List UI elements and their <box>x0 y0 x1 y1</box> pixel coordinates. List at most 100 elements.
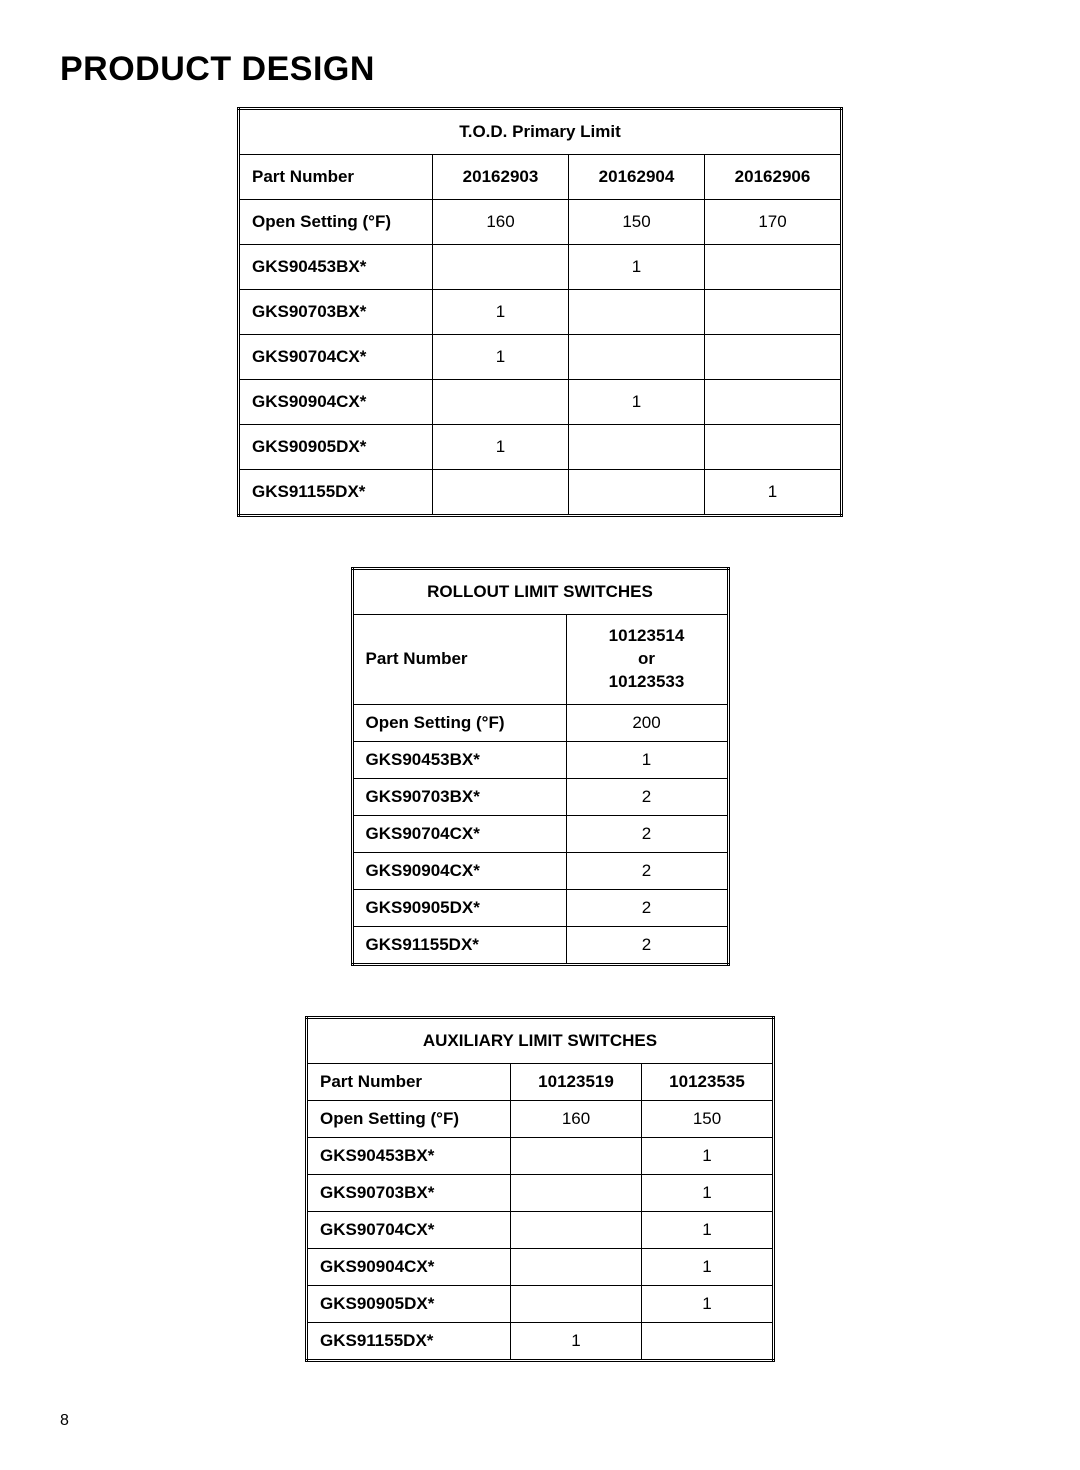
aux-open-setting-1: 150 <box>642 1100 774 1137</box>
tod-open-setting-label: Open Setting (°F) <box>239 200 433 245</box>
table-row: GKS90905DX* 2 <box>352 889 728 926</box>
aux-title-cell: AUXILIARY LIMIT SWITCHES <box>307 1017 774 1063</box>
table-row: GKS91155DX* 1 <box>239 470 842 516</box>
rollout-row-label: GKS90704CX* <box>352 815 566 852</box>
tod-row-cell <box>569 335 705 380</box>
table-row: GKS90904CX* 1 <box>307 1248 774 1285</box>
table-row: GKS91155DX* 1 <box>307 1322 774 1360</box>
tod-row-cell <box>705 290 842 335</box>
rollout-row-value: 1 <box>566 741 728 778</box>
table-row: GKS90453BX* 1 <box>239 245 842 290</box>
table-row: GKS90904CX* 2 <box>352 852 728 889</box>
rollout-row-value: 2 <box>566 889 728 926</box>
table-row: GKS90703BX* 1 <box>307 1174 774 1211</box>
tod-row-cell: 1 <box>705 470 842 516</box>
tod-row-cell <box>705 425 842 470</box>
tod-row-cell <box>705 245 842 290</box>
aux-row-cell <box>511 1211 642 1248</box>
table-row: GKS91155DX* 2 <box>352 926 728 964</box>
aux-row-cell: 1 <box>642 1137 774 1174</box>
aux-row-cell <box>511 1285 642 1322</box>
aux-row-cell: 1 <box>642 1285 774 1322</box>
rollout-open-setting-label: Open Setting (°F) <box>352 704 566 741</box>
page: PRODUCT DESIGN T.O.D. Primary Limit Part… <box>0 0 1080 1470</box>
tod-table: T.O.D. Primary Limit Part Number 2016290… <box>237 107 843 517</box>
aux-row-cell <box>511 1248 642 1285</box>
rollout-row-value: 2 <box>566 852 728 889</box>
aux-row-label: GKS90453BX* <box>307 1137 511 1174</box>
aux-row-cell: 1 <box>642 1211 774 1248</box>
page-number: 8 <box>60 1412 1020 1430</box>
aux-table: AUXILIARY LIMIT SWITCHES Part Number 101… <box>305 1016 775 1362</box>
tod-table-wrap: T.O.D. Primary Limit Part Number 2016290… <box>60 107 1020 517</box>
rollout-header-row: Part Number 10123514 or 10123533 <box>352 615 728 705</box>
aux-open-setting-row: Open Setting (°F) 160 150 <box>307 1100 774 1137</box>
tod-pn-0: 20162903 <box>433 155 569 200</box>
rollout-title-row: ROLLOUT LIMIT SWITCHES <box>352 569 728 615</box>
tod-title-cell: T.O.D. Primary Limit <box>239 109 842 155</box>
rollout-row-value: 2 <box>566 926 728 964</box>
table-row: GKS90704CX* 1 <box>307 1211 774 1248</box>
aux-row-cell <box>642 1322 774 1360</box>
tod-row-cell <box>433 380 569 425</box>
tod-open-setting-row: Open Setting (°F) 160 150 170 <box>239 200 842 245</box>
rollout-open-setting: 200 <box>566 704 728 741</box>
tod-title-row: T.O.D. Primary Limit <box>239 109 842 155</box>
rollout-row-label: GKS90904CX* <box>352 852 566 889</box>
tod-row-cell: 1 <box>433 425 569 470</box>
rollout-pn-line-1: or <box>638 649 655 668</box>
aux-row-label: GKS90905DX* <box>307 1285 511 1322</box>
table-row: GKS90704CX* 1 <box>239 335 842 380</box>
section-title: PRODUCT DESIGN <box>60 50 1020 89</box>
rollout-pn-line-0: 10123514 <box>609 626 685 645</box>
tod-row-label: GKS90904CX* <box>239 380 433 425</box>
rollout-row-value: 2 <box>566 778 728 815</box>
tod-row-cell <box>705 380 842 425</box>
aux-open-setting-label: Open Setting (°F) <box>307 1100 511 1137</box>
table-row: GKS90453BX* 1 <box>307 1137 774 1174</box>
tod-pn-2: 20162906 <box>705 155 842 200</box>
tod-row-cell <box>569 425 705 470</box>
aux-row-cell: 1 <box>511 1322 642 1360</box>
rollout-table-wrap: ROLLOUT LIMIT SWITCHES Part Number 10123… <box>60 567 1020 966</box>
aux-header-row: Part Number 10123519 10123535 <box>307 1063 774 1100</box>
rollout-row-label: GKS90905DX* <box>352 889 566 926</box>
aux-pn-0: 10123519 <box>511 1063 642 1100</box>
table-row: GKS90905DX* 1 <box>239 425 842 470</box>
rollout-title-cell: ROLLOUT LIMIT SWITCHES <box>352 569 728 615</box>
tod-open-setting-1: 150 <box>569 200 705 245</box>
aux-row-cell <box>511 1137 642 1174</box>
aux-row-label: GKS90703BX* <box>307 1174 511 1211</box>
aux-row-label: GKS90904CX* <box>307 1248 511 1285</box>
tod-row-label: GKS90704CX* <box>239 335 433 380</box>
rollout-row-value: 2 <box>566 815 728 852</box>
tod-row-cell: 1 <box>433 290 569 335</box>
rollout-table: ROLLOUT LIMIT SWITCHES Part Number 10123… <box>351 567 730 966</box>
table-row: GKS90704CX* 2 <box>352 815 728 852</box>
rollout-open-setting-row: Open Setting (°F) 200 <box>352 704 728 741</box>
aux-header-label: Part Number <box>307 1063 511 1100</box>
tod-header-row: Part Number 20162903 20162904 20162906 <box>239 155 842 200</box>
tod-open-setting-0: 160 <box>433 200 569 245</box>
tod-pn-1: 20162904 <box>569 155 705 200</box>
aux-row-label: GKS90704CX* <box>307 1211 511 1248</box>
table-row: GKS90703BX* 1 <box>239 290 842 335</box>
table-row: GKS90453BX* 1 <box>352 741 728 778</box>
tod-row-cell <box>705 335 842 380</box>
tod-row-label: GKS90905DX* <box>239 425 433 470</box>
rollout-pn-line-2: 10123533 <box>609 672 685 691</box>
rollout-row-label: GKS91155DX* <box>352 926 566 964</box>
table-row: GKS90904CX* 1 <box>239 380 842 425</box>
tod-row-cell: 1 <box>433 335 569 380</box>
aux-row-cell: 1 <box>642 1174 774 1211</box>
tod-row-cell <box>569 290 705 335</box>
tod-row-cell: 1 <box>569 380 705 425</box>
rollout-pn-cell: 10123514 or 10123533 <box>566 615 728 705</box>
aux-row-cell <box>511 1174 642 1211</box>
tod-row-cell <box>433 245 569 290</box>
aux-open-setting-0: 160 <box>511 1100 642 1137</box>
aux-title-row: AUXILIARY LIMIT SWITCHES <box>307 1017 774 1063</box>
rollout-row-label: GKS90453BX* <box>352 741 566 778</box>
aux-table-wrap: AUXILIARY LIMIT SWITCHES Part Number 101… <box>60 1016 1020 1362</box>
table-row: GKS90905DX* 1 <box>307 1285 774 1322</box>
